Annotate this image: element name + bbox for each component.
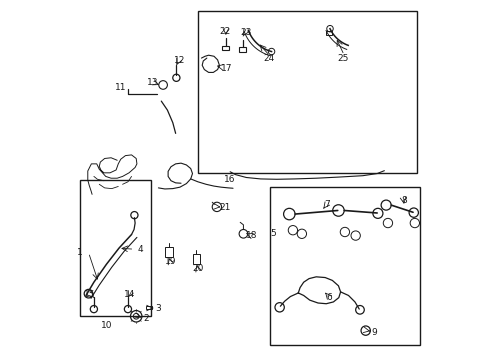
Text: 4: 4 (138, 246, 143, 255)
Bar (164, 247, 172, 257)
Bar (239, 47, 245, 52)
Text: 1: 1 (77, 248, 82, 257)
Bar (269, 187, 419, 345)
Text: 6: 6 (325, 293, 331, 302)
Text: 15: 15 (83, 289, 95, 298)
Text: 8: 8 (400, 196, 406, 205)
Text: 22: 22 (219, 27, 230, 36)
Text: 18: 18 (245, 231, 257, 240)
Text: 25: 25 (337, 54, 348, 63)
Text: 24: 24 (263, 54, 274, 63)
Bar (145, 306, 152, 309)
Text: 17: 17 (221, 64, 232, 73)
Text: 21: 21 (220, 203, 231, 212)
Text: 20: 20 (192, 265, 203, 274)
Text: 13: 13 (147, 78, 159, 87)
Text: 5: 5 (270, 229, 276, 238)
Text: 23: 23 (240, 28, 251, 37)
Bar (222, 45, 229, 50)
Text: 7: 7 (324, 200, 329, 209)
Bar (198, 12, 416, 173)
Text: 3: 3 (155, 303, 160, 312)
Text: 16: 16 (224, 175, 235, 184)
Bar (192, 254, 200, 264)
Text: 12: 12 (173, 57, 184, 66)
Text: 2: 2 (143, 314, 148, 323)
Text: 19: 19 (164, 257, 176, 266)
Text: 14: 14 (124, 289, 135, 298)
Bar (326, 31, 331, 35)
Bar (80, 180, 151, 316)
Text: 10: 10 (101, 321, 112, 330)
Text: 9: 9 (371, 328, 376, 337)
Text: 11: 11 (115, 83, 126, 92)
